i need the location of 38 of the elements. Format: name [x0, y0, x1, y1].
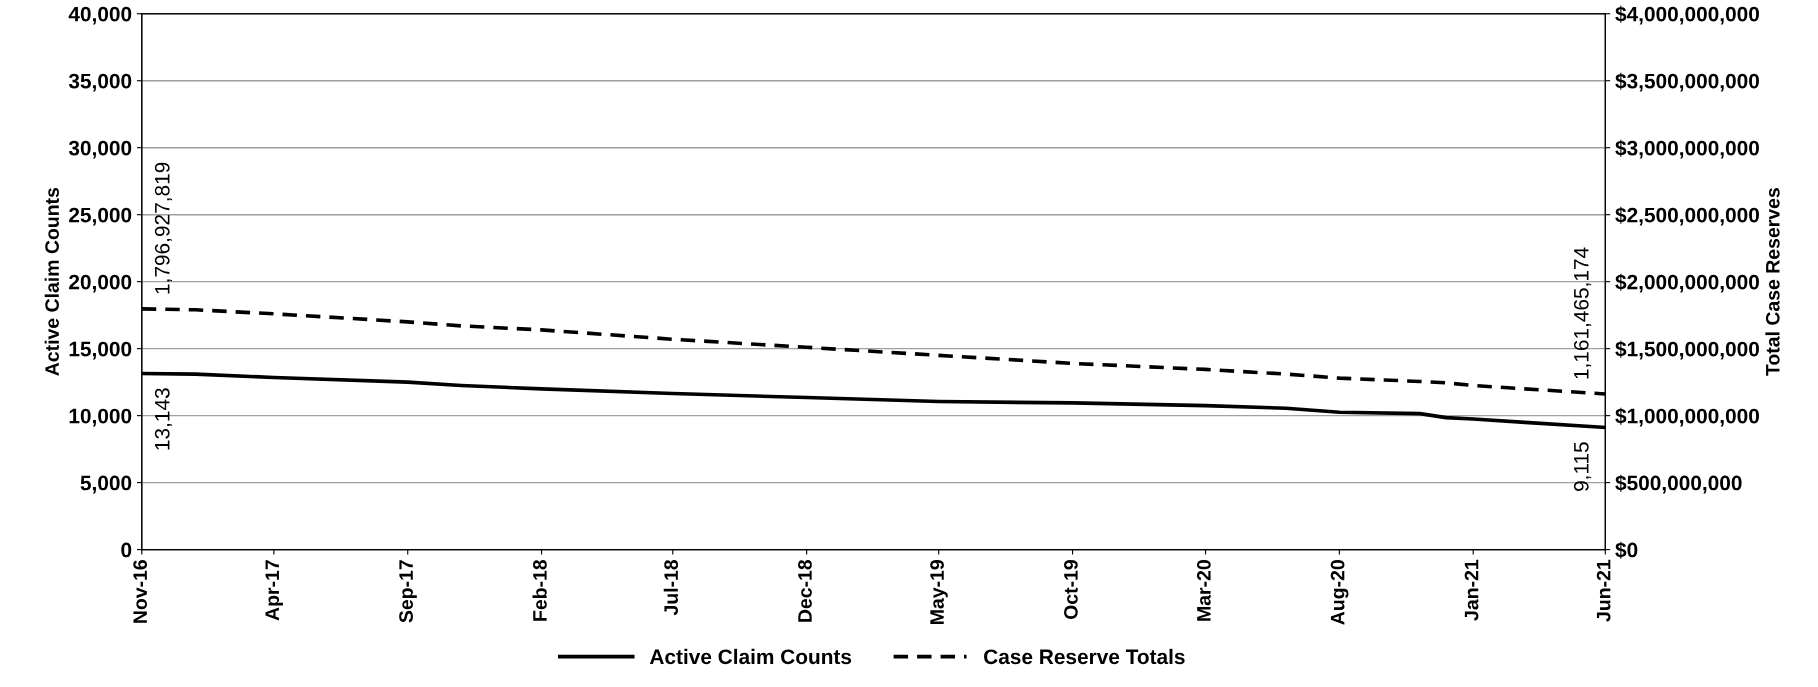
- x-tick-label: Jul-18: [663, 559, 679, 616]
- legend-label: Active Claim Counts: [649, 648, 852, 665]
- y-tick-label: 30,000: [68, 140, 132, 159]
- y2-tick-label: $500,000,000: [1615, 474, 1742, 494]
- y2-axis-title: Total Case Reserves: [1765, 188, 1780, 376]
- x-tick-label: Oct-19: [1064, 560, 1078, 620]
- x-tick-label: Mar-20: [1196, 560, 1211, 621]
- y2-tick-label: $1,000,000,000: [1615, 407, 1759, 427]
- data-label: 1,796,927,819: [154, 162, 173, 294]
- x-tick-label: Sep-17: [399, 560, 417, 623]
- x-tick-label: Dec-18: [798, 559, 812, 622]
- y-tick-label: 35,000: [68, 73, 132, 92]
- y2-tick-label: $4,000,000,000: [1615, 5, 1759, 25]
- x-tick-label: Jun-21: [1596, 559, 1611, 622]
- y2-tick-label: $0: [1615, 541, 1638, 559]
- legend-label: Case Reserve Totals: [984, 648, 1185, 665]
- y2-tick-label: $1,500,000,000: [1615, 340, 1759, 360]
- x-tick-label: May-19: [930, 560, 948, 624]
- data-label: 9,115: [1573, 442, 1592, 491]
- y2-tick-label: $3,500,000,000: [1615, 72, 1759, 92]
- y-tick-label: 20,000: [69, 274, 132, 293]
- y2-tick-label: $3,000,000,000: [1615, 139, 1759, 159]
- y2-tick-label: $2,500,000,000: [1615, 206, 1759, 226]
- y-axis-title: Active Claim Counts: [44, 187, 59, 376]
- y-tick-label: 40,000: [68, 6, 132, 25]
- y2-tick-label: $2,000,000,000: [1615, 273, 1759, 293]
- data-label: 13,143: [154, 388, 173, 450]
- x-tick-label: Nov-16: [133, 560, 148, 623]
- data-label: 1,161,465,174: [1573, 247, 1592, 379]
- x-tick-label: Aug-20: [1330, 560, 1349, 625]
- y-tick-label: 5,000: [80, 475, 132, 494]
- y-tick-label: 10,000: [69, 408, 132, 427]
- y-tick-label: 25,000: [69, 207, 132, 226]
- x-tick-label: Jan-21: [1464, 559, 1479, 621]
- x-tick-label: Feb-18: [532, 559, 547, 621]
- y-tick-label: 15,000: [69, 341, 132, 360]
- y-tick-label: 0: [121, 542, 132, 558]
- x-tick-label: Apr-17: [265, 560, 283, 621]
